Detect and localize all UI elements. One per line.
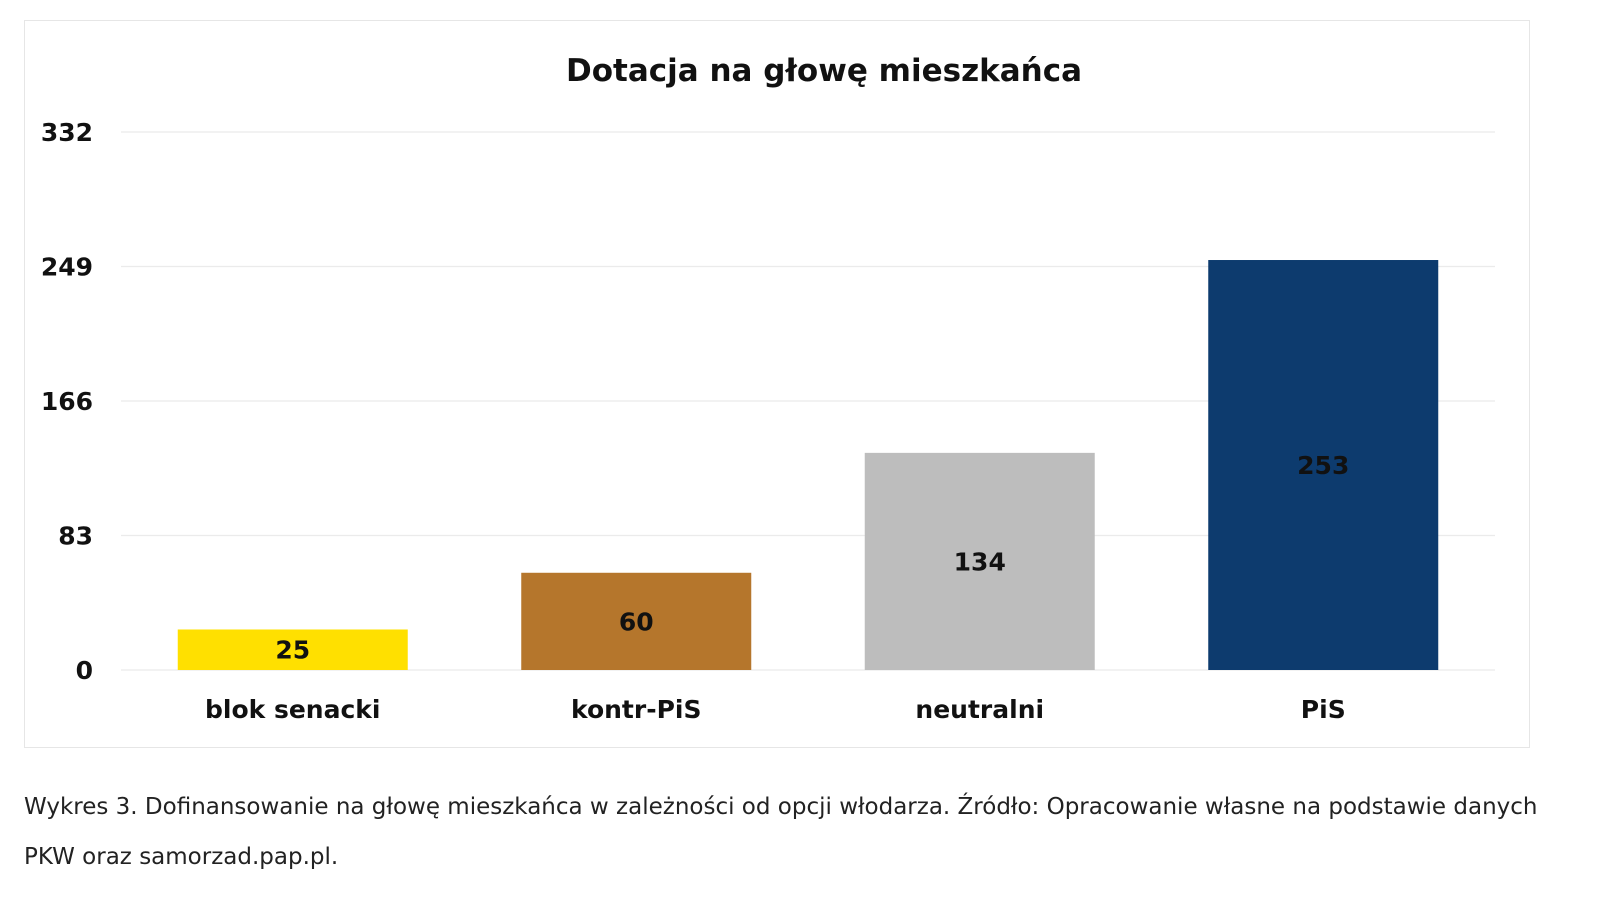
bars: 25 60 134 253 [177, 260, 1439, 670]
y-tick-label: 0 [76, 656, 93, 685]
bar-neutralni [864, 452, 1095, 670]
y-tick-label: 83 [58, 522, 93, 551]
x-category-label: PiS [1301, 695, 1346, 724]
x-category-label: kontr-PiS [571, 695, 701, 724]
bar-chart: Dotacja na głowę mieszkańca 0 83 166 249 332… [41, 53, 1495, 724]
figure-caption: Wykres 3. Dofinansowanie na głowę mieszk… [24, 794, 1538, 870]
chart-title: Dotacja na głowę mieszkańca [566, 53, 1082, 89]
bar-value-label: 25 [275, 636, 310, 665]
bar-value-label: 60 [619, 607, 654, 636]
x-category-label: blok senacki [205, 695, 381, 724]
bar-kontr-pis [521, 572, 752, 670]
x-category-label: neutralni [915, 695, 1044, 724]
bar-blok-senacki [177, 629, 408, 670]
chart-frame: Dotacja na głowę mieszkańca 0 83 166 249 332… [24, 20, 1530, 748]
bar-pis [1208, 260, 1439, 670]
y-axis-ticks: 0 83 166 249 332 [41, 118, 93, 685]
y-tick-label: 332 [41, 118, 93, 147]
y-tick-label: 249 [41, 253, 93, 282]
x-axis-categories: blok senacki kontr-PiS neutralni PiS [205, 695, 1346, 724]
bar-value-label: 253 [1297, 451, 1349, 480]
y-tick-label: 166 [41, 387, 93, 416]
bar-value-label: 134 [954, 547, 1006, 576]
